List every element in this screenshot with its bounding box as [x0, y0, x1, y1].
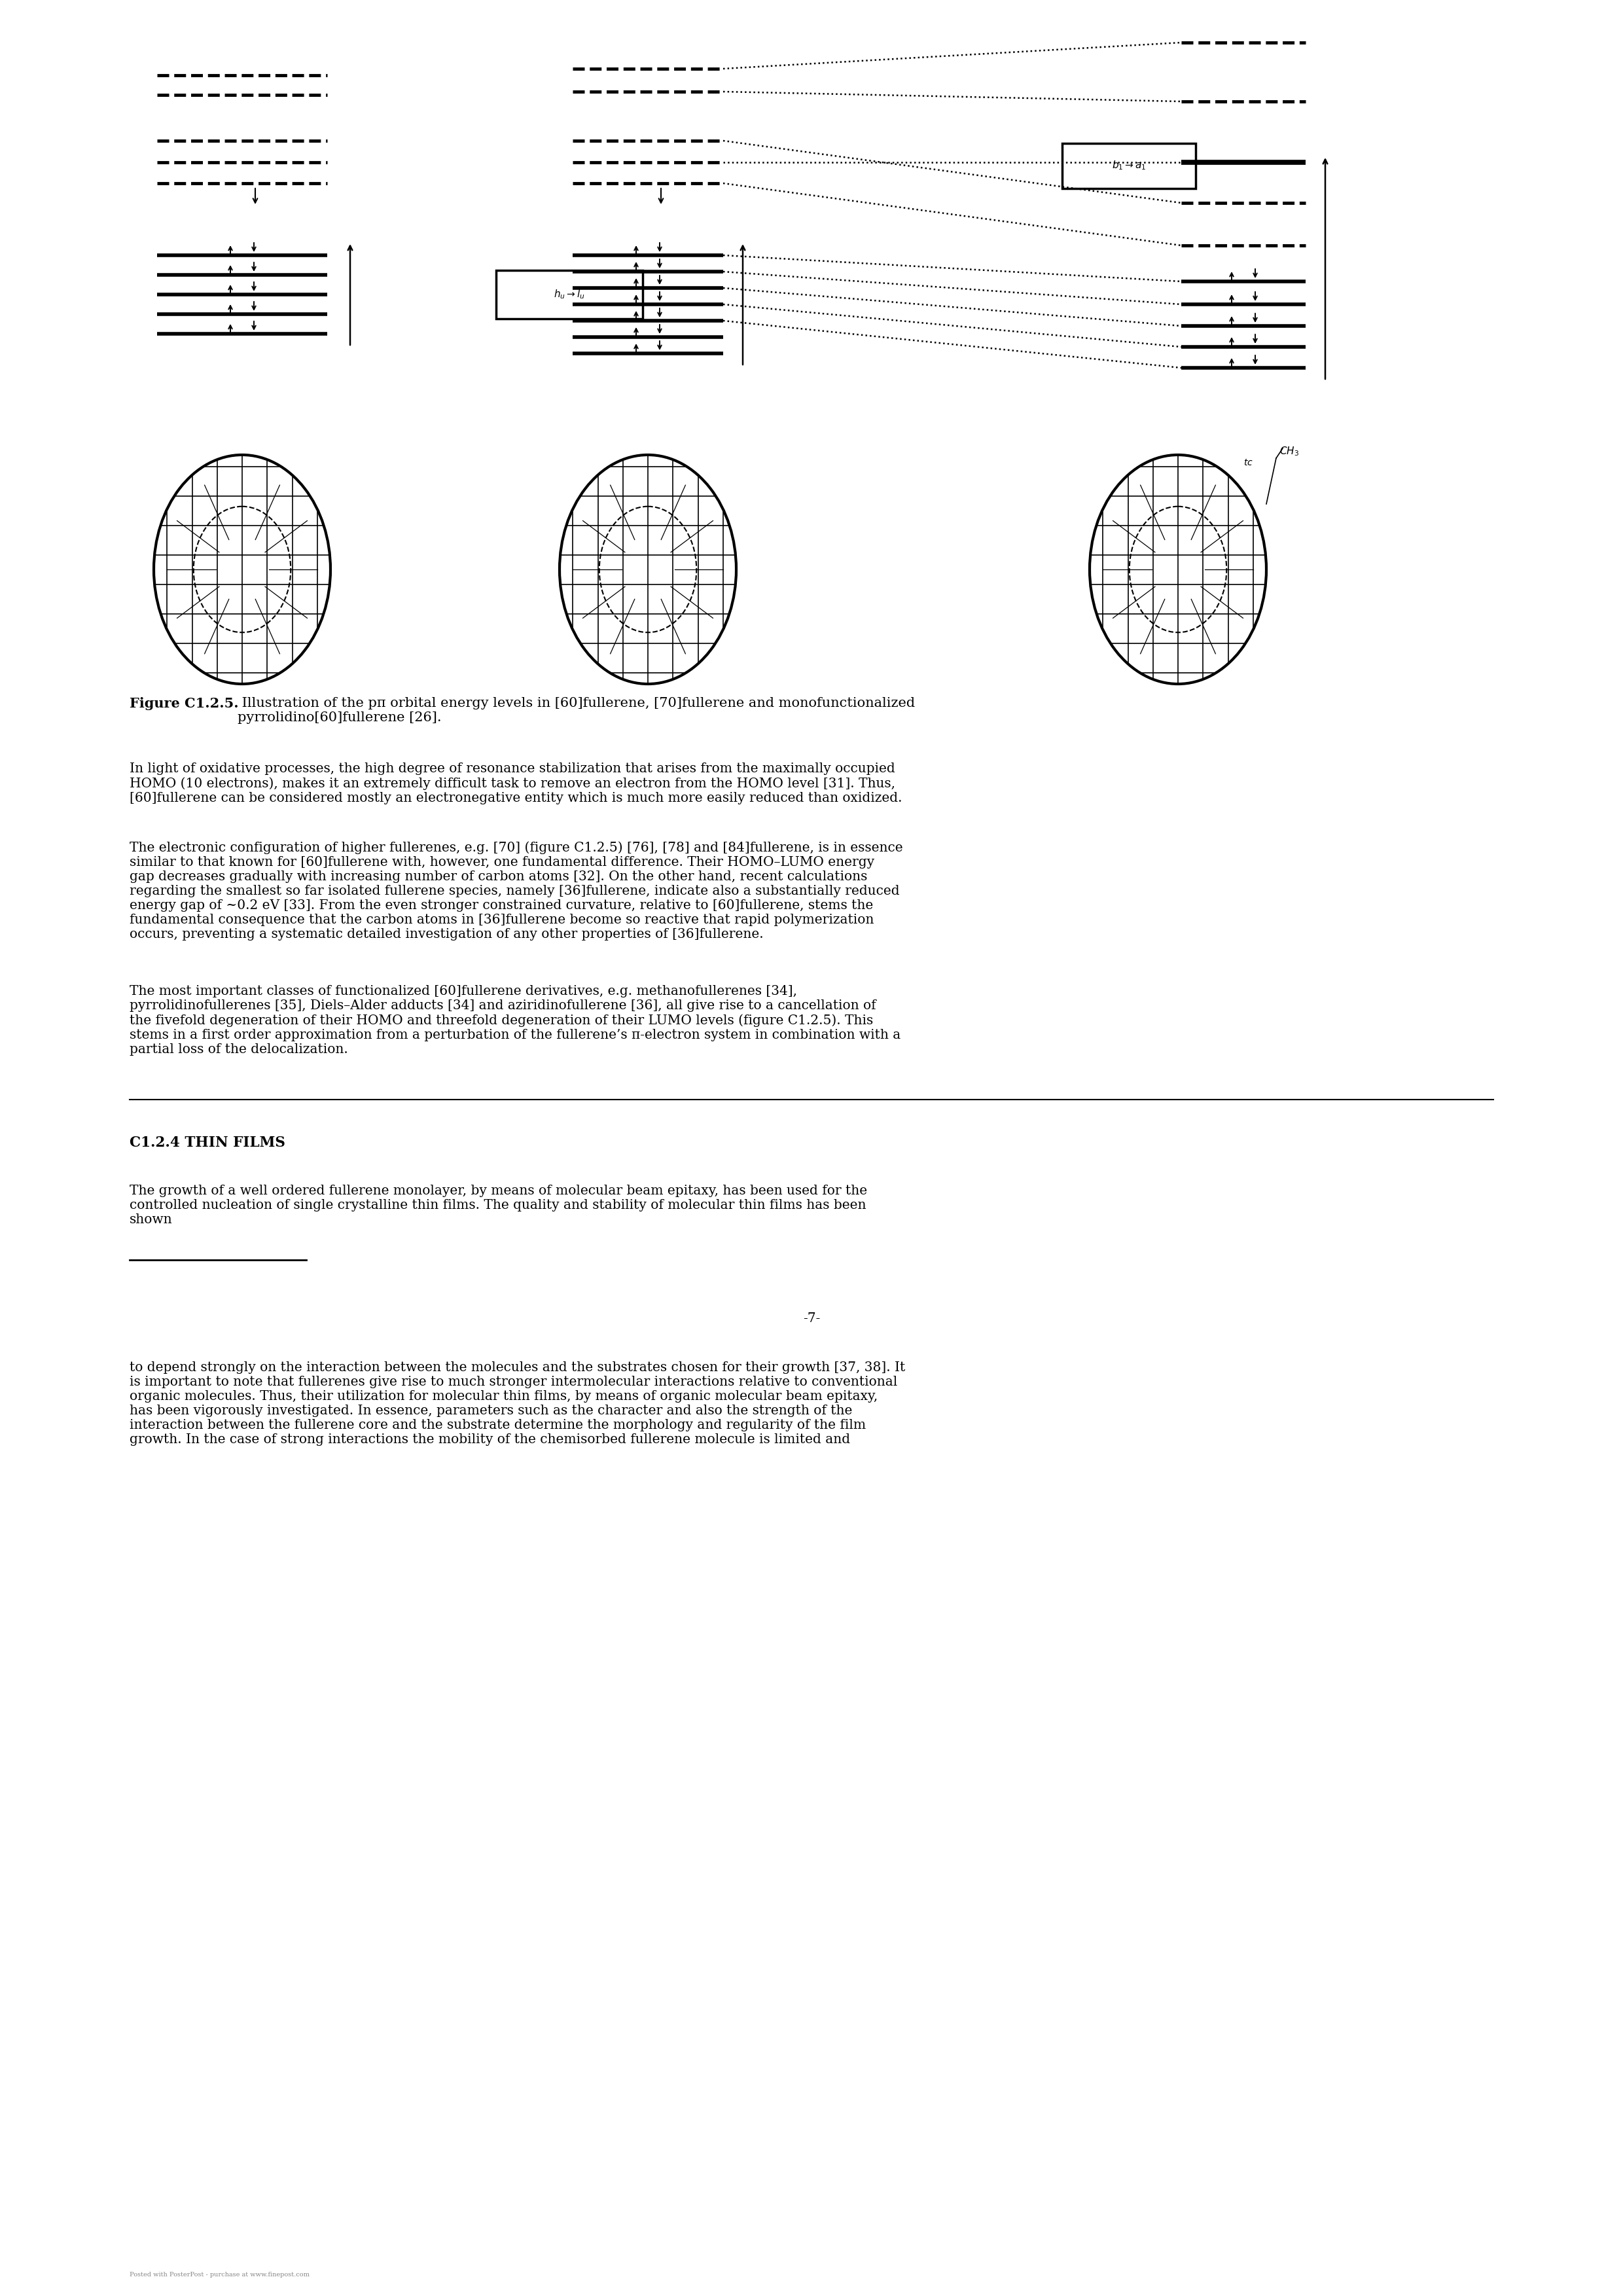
FancyBboxPatch shape — [1061, 142, 1196, 188]
Text: Posted with PosterPost - purchase at www.finepost.com: Posted with PosterPost - purchase at www… — [130, 2271, 310, 2278]
FancyBboxPatch shape — [497, 271, 643, 319]
Text: C1.2.4 THIN FILMS: C1.2.4 THIN FILMS — [130, 1137, 286, 1150]
Text: $CH_3$: $CH_3$ — [1279, 445, 1298, 457]
Text: Illustration of the pπ orbital energy levels in [60]fullerene, [70]fullerene and: Illustration of the pπ orbital energy le… — [237, 698, 915, 723]
Text: $b_1 \to a_1$: $b_1 \to a_1$ — [1112, 158, 1146, 172]
Text: $h_u \to l_u$: $h_u \to l_u$ — [553, 289, 586, 301]
Text: $\mathit{tc}$: $\mathit{tc}$ — [1243, 459, 1253, 468]
Text: In light of oxidative processes, the high degree of resonance stabilization that: In light of oxidative processes, the hig… — [130, 762, 902, 804]
Text: The most important classes of functionalized [60]fullerene derivatives, e.g. met: The most important classes of functional… — [130, 985, 901, 1056]
Text: -7-: -7- — [803, 1313, 820, 1325]
Text: Figure C1.2.5.: Figure C1.2.5. — [130, 698, 239, 709]
Text: to depend strongly on the interaction between the molecules and the substrates c: to depend strongly on the interaction be… — [130, 1362, 906, 1446]
Text: The growth of a well ordered fullerene monolayer, by means of molecular beam epi: The growth of a well ordered fullerene m… — [130, 1185, 867, 1226]
Text: The electronic configuration of higher fullerenes, e.g. [70] (figure C1.2.5) [76: The electronic configuration of higher f… — [130, 840, 902, 941]
